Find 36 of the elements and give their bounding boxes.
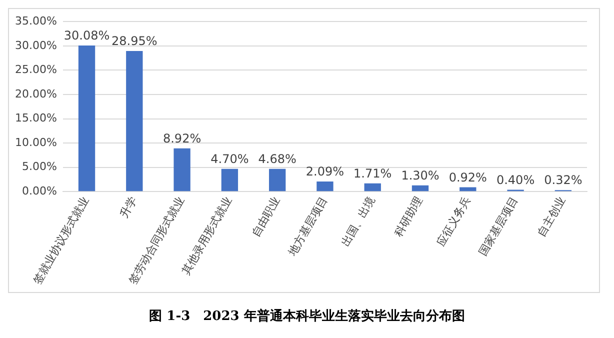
y-tick-label: 20.00% (14, 87, 57, 100)
data-label: 1.71% (354, 166, 392, 180)
y-tick-label: 5.00% (22, 160, 57, 174)
data-label: 0.40% (496, 172, 535, 187)
data-label: 1.30% (401, 168, 440, 182)
bar (364, 183, 381, 192)
x-tick-label: 科研助理 (392, 194, 426, 239)
bar (174, 148, 190, 192)
data-label: 2.09% (306, 164, 344, 179)
bar (221, 168, 238, 192)
y-tick-label: 35.00% (14, 14, 57, 28)
data-label: 28.95% (112, 34, 158, 48)
bar (412, 185, 429, 192)
x-tick-label: 应征义务兵 (434, 194, 473, 249)
y-tick-label: 25.00% (14, 63, 57, 76)
y-tick-label: 15.00% (14, 112, 57, 125)
data-label: 0.92% (448, 170, 487, 184)
data-label: 30.08% (64, 28, 110, 43)
y-tick-label: 30.00% (14, 38, 57, 52)
bar (126, 50, 143, 192)
x-tick-label: 升学 (117, 194, 140, 220)
bar (78, 46, 96, 192)
x-tick-label: 国家基层项目 (476, 194, 521, 258)
data-label: 4.70% (210, 152, 249, 166)
data-label: 8.92% (162, 131, 202, 146)
text: 图 1-3 2023 年普通本科毕业生落实毕业去向分布图 (148, 308, 466, 325)
data-label: 4.68% (258, 152, 296, 166)
y-tick-label: 10.00% (14, 136, 57, 149)
x-tick-label: 自主创业 (534, 194, 568, 239)
bar (316, 182, 334, 192)
data-label: 0.32% (544, 173, 582, 188)
bar (460, 187, 476, 192)
x-tick-label: 自由职业 (249, 194, 282, 239)
bar (268, 168, 286, 192)
x-tick-label: 地方基层项目 (285, 194, 330, 259)
x-tick-label: 出国、出境 (338, 194, 378, 249)
